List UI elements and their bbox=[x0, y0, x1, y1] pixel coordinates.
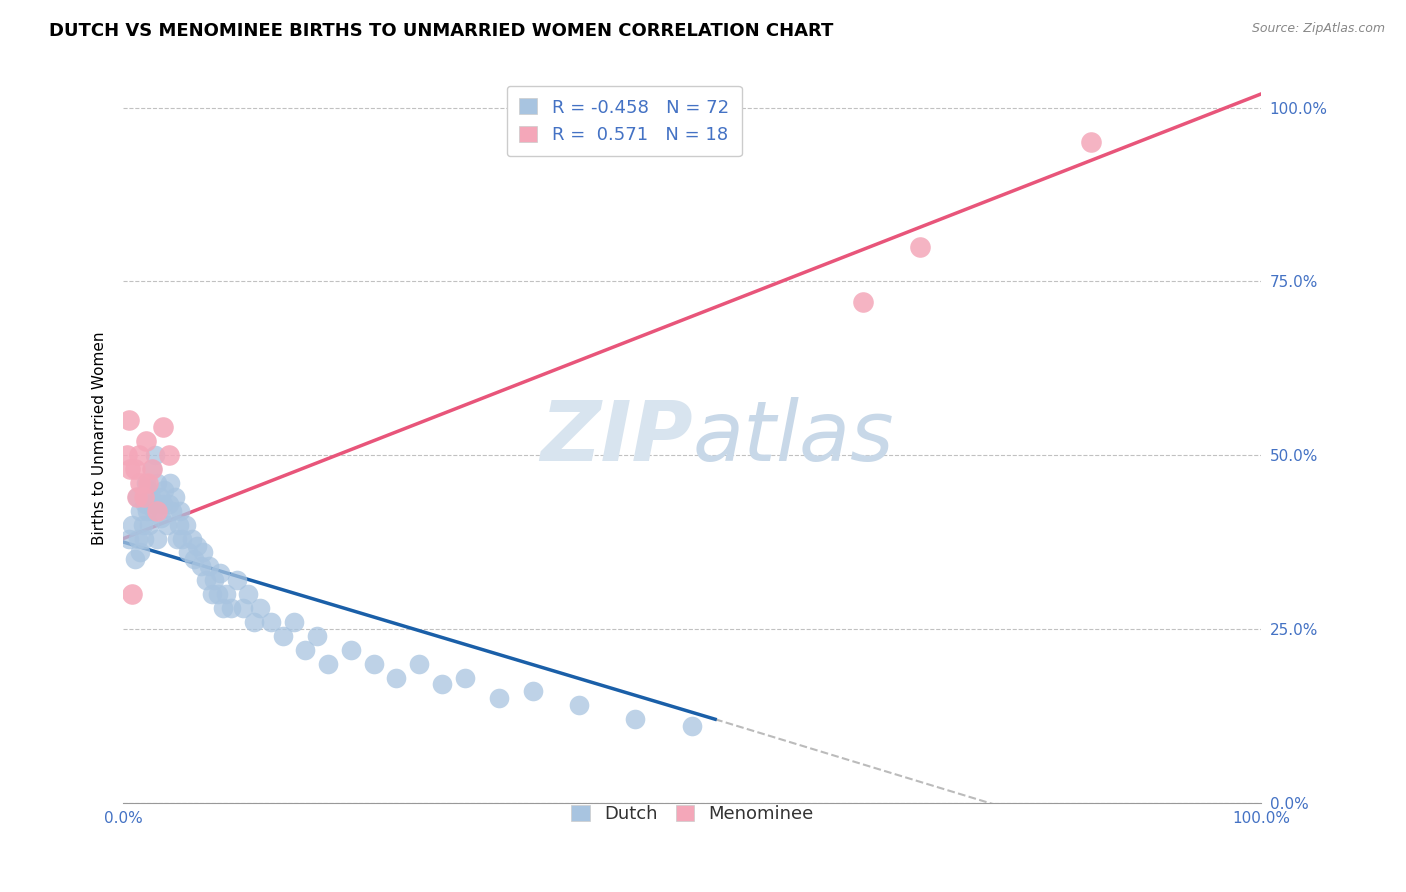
Point bbox=[127, 532, 149, 546]
Point bbox=[125, 490, 148, 504]
Point bbox=[283, 615, 305, 629]
Point bbox=[172, 532, 194, 546]
Point bbox=[159, 475, 181, 490]
Point bbox=[157, 497, 180, 511]
Point bbox=[186, 539, 208, 553]
Point bbox=[340, 642, 363, 657]
Point bbox=[131, 517, 153, 532]
Point bbox=[202, 574, 225, 588]
Point bbox=[142, 497, 165, 511]
Point bbox=[143, 448, 166, 462]
Point bbox=[152, 497, 174, 511]
Point bbox=[215, 587, 238, 601]
Point bbox=[124, 462, 146, 476]
Point bbox=[138, 517, 160, 532]
Point bbox=[146, 504, 169, 518]
Point bbox=[129, 545, 152, 559]
Point bbox=[129, 475, 152, 490]
Point bbox=[316, 657, 339, 671]
Point bbox=[260, 615, 283, 629]
Point bbox=[139, 490, 162, 504]
Point bbox=[363, 657, 385, 671]
Point bbox=[132, 490, 155, 504]
Point bbox=[136, 504, 159, 518]
Point bbox=[143, 504, 166, 518]
Point bbox=[155, 517, 177, 532]
Text: DUTCH VS MENOMINEE BIRTHS TO UNMARRIED WOMEN CORRELATION CHART: DUTCH VS MENOMINEE BIRTHS TO UNMARRIED W… bbox=[49, 22, 834, 40]
Point bbox=[125, 490, 148, 504]
Point bbox=[177, 545, 200, 559]
Text: ZIP: ZIP bbox=[540, 397, 692, 478]
Text: Source: ZipAtlas.com: Source: ZipAtlas.com bbox=[1251, 22, 1385, 36]
Point bbox=[121, 587, 143, 601]
Point bbox=[149, 510, 172, 524]
Point bbox=[146, 475, 169, 490]
Point bbox=[201, 587, 224, 601]
Point bbox=[134, 497, 156, 511]
Point bbox=[183, 552, 205, 566]
Point bbox=[232, 601, 254, 615]
Point bbox=[190, 559, 212, 574]
Point bbox=[118, 413, 141, 427]
Point bbox=[385, 671, 408, 685]
Point bbox=[128, 448, 150, 462]
Legend: Dutch, Menominee: Dutch, Menominee bbox=[564, 797, 821, 830]
Point bbox=[129, 504, 152, 518]
Point bbox=[243, 615, 266, 629]
Point bbox=[567, 698, 589, 713]
Point bbox=[174, 517, 197, 532]
Point bbox=[305, 629, 328, 643]
Point bbox=[238, 587, 260, 601]
Point bbox=[488, 691, 510, 706]
Point bbox=[271, 629, 294, 643]
Point bbox=[209, 566, 232, 581]
Point bbox=[681, 719, 703, 733]
Point bbox=[294, 642, 316, 657]
Point bbox=[207, 587, 229, 601]
Point bbox=[120, 462, 142, 476]
Point bbox=[115, 448, 138, 462]
Point bbox=[163, 490, 186, 504]
Y-axis label: Births to Unmarried Women: Births to Unmarried Women bbox=[93, 331, 107, 544]
Point bbox=[249, 601, 271, 615]
Point bbox=[124, 552, 146, 566]
Point bbox=[908, 240, 931, 254]
Point bbox=[162, 504, 184, 518]
Point bbox=[152, 420, 174, 434]
Point bbox=[624, 712, 647, 726]
Point bbox=[138, 483, 160, 497]
Point bbox=[135, 475, 157, 490]
Point bbox=[1080, 136, 1102, 150]
Point bbox=[121, 517, 143, 532]
Point bbox=[146, 532, 169, 546]
Point bbox=[191, 545, 214, 559]
Point bbox=[135, 434, 157, 449]
Point bbox=[212, 601, 235, 615]
Point bbox=[408, 657, 430, 671]
Point bbox=[157, 448, 180, 462]
Point bbox=[149, 490, 172, 504]
Text: atlas: atlas bbox=[692, 397, 894, 478]
Point bbox=[226, 574, 249, 588]
Point bbox=[522, 684, 544, 698]
Point bbox=[195, 574, 218, 588]
Point bbox=[197, 559, 219, 574]
Point bbox=[141, 462, 163, 476]
Point bbox=[454, 671, 477, 685]
Point bbox=[153, 483, 176, 497]
Point bbox=[138, 475, 160, 490]
Point bbox=[167, 517, 190, 532]
Point bbox=[852, 295, 875, 310]
Point bbox=[166, 532, 188, 546]
Point bbox=[430, 677, 453, 691]
Point bbox=[169, 504, 191, 518]
Point bbox=[141, 462, 163, 476]
Point bbox=[221, 601, 243, 615]
Point bbox=[132, 532, 155, 546]
Point bbox=[180, 532, 202, 546]
Point bbox=[118, 532, 141, 546]
